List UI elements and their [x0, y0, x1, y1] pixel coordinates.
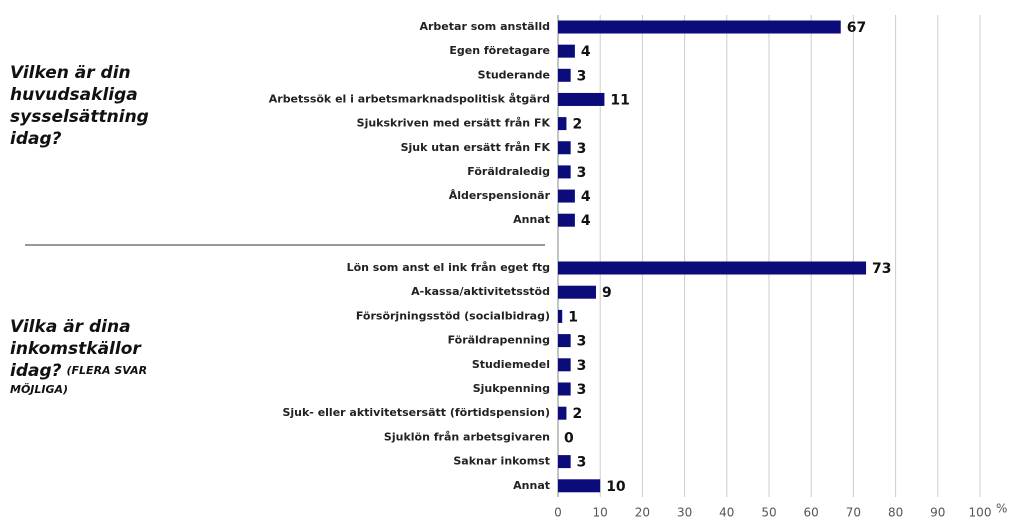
question: sysselsättning [10, 107, 149, 127]
value-label: 2 [572, 117, 582, 133]
category-label: Studiemedel [472, 358, 550, 371]
value-label: 3 [577, 68, 587, 84]
category-label: Sjuklön från arbetsgivaren [384, 430, 550, 443]
category-label: Ålderspensionär [449, 189, 551, 202]
bar [558, 285, 596, 299]
question: idag? (FLERA SVAR [10, 361, 147, 381]
x-tick-label: 60 [804, 506, 819, 520]
value-label: 4 [581, 44, 591, 60]
category-label: Föräldrapenning [448, 334, 550, 347]
value-label: 4 [581, 189, 591, 205]
bar [558, 92, 605, 106]
bar [558, 261, 867, 275]
bar [558, 309, 563, 323]
x-tick-label: 80 [888, 506, 903, 520]
bar [558, 382, 571, 396]
x-tick-label: 100 [969, 506, 992, 520]
x-tick-label: 40 [719, 506, 734, 520]
value-label: 10 [606, 479, 626, 495]
value-label: 11 [610, 92, 629, 108]
question: inkomstkällor [10, 339, 142, 359]
x-tick-label: 50 [761, 506, 776, 520]
category-label: A-kassa/aktivitetsstöd [411, 285, 550, 298]
category-label: Arbetar som anställd [419, 20, 550, 33]
category-label: Föräldraledig [467, 165, 550, 178]
bar [558, 117, 567, 131]
value-label: 3 [577, 165, 587, 181]
category-label: Sjuk- eller aktivitetsersätt (förtidspen… [282, 406, 550, 419]
category-label: Studerande [478, 68, 550, 81]
value-label: 2 [572, 406, 582, 422]
question: Vilken är din [10, 63, 131, 83]
category-label: Sjukpenning [473, 382, 550, 395]
bar [558, 141, 571, 155]
x-tick-label: 70 [846, 506, 861, 520]
x-tick-label: 10 [593, 506, 608, 520]
category-label: Egen företagare [449, 44, 550, 57]
bar [558, 20, 841, 34]
bar [558, 68, 571, 82]
category-label: Lön som anst el ink från eget ftg [347, 261, 550, 274]
value-label: 3 [577, 382, 587, 398]
value-label: 3 [577, 334, 587, 350]
bar [558, 213, 575, 227]
value-label: 3 [577, 455, 587, 471]
x-unit: % [996, 502, 1007, 516]
category-label: Sjuk utan ersätt från FK [401, 141, 551, 154]
question-note: MÖJLIGA) [10, 382, 68, 396]
bar [558, 406, 567, 420]
value-label: 1 [568, 309, 578, 325]
question: idag? [10, 129, 62, 149]
x-tick-label: 90 [930, 506, 945, 520]
bar [558, 455, 571, 469]
question: Vilka är dina [10, 317, 131, 337]
value-label: 73 [872, 261, 891, 277]
category-label: Annat [513, 479, 550, 492]
value-label: 3 [577, 141, 587, 157]
value-label: 4 [581, 213, 591, 229]
value-label: 3 [577, 358, 587, 374]
bar [558, 165, 571, 179]
x-tick-label: 30 [677, 506, 692, 520]
question: huvudsakliga [10, 85, 138, 105]
x-tick-label: 20 [635, 506, 650, 520]
value-label: 67 [847, 20, 866, 36]
question-note: (FLERA SVAR [67, 364, 148, 377]
category-label: Försörjningsstöd (socialbidrag) [356, 309, 550, 322]
category-label: Saknar inkomst [453, 455, 550, 468]
bar [558, 44, 575, 58]
category-label: Arbetssök el i arbetsmarknadspolitisk åt… [269, 92, 550, 105]
bar [558, 189, 575, 203]
category-label: Annat [513, 213, 550, 226]
bar [558, 358, 571, 372]
x-tick-label: 0 [554, 506, 562, 520]
bar [558, 479, 601, 493]
bar [558, 334, 571, 348]
value-label: 0 [564, 430, 574, 446]
value-label: 9 [602, 285, 612, 301]
category-label: Sjukskriven med ersätt från FK [357, 117, 551, 130]
